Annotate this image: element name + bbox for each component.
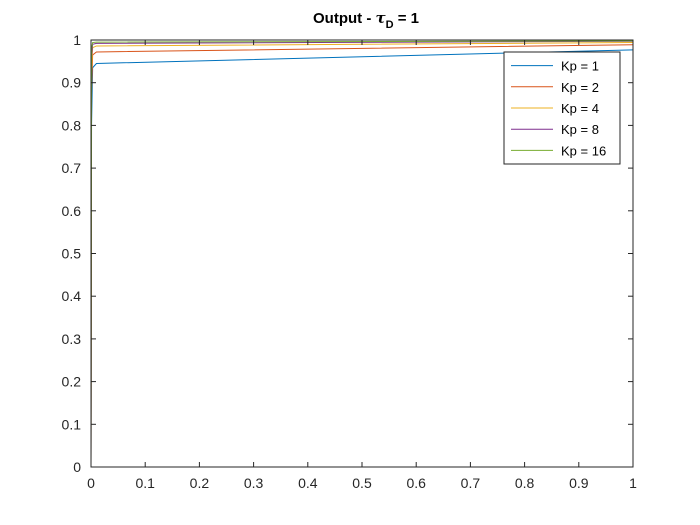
legend-entry: Kp = 4 <box>561 101 599 116</box>
y-tick-label: 0.5 <box>62 246 82 262</box>
x-tick-label: 0.2 <box>190 475 210 491</box>
chart-title-suffix: = 1 <box>394 10 419 27</box>
y-tick-label: 0.2 <box>62 374 82 390</box>
chart-title: Output - τD = 1 <box>313 9 419 31</box>
chart-title-symbol: τ <box>376 9 387 27</box>
legend-entry: Kp = 1 <box>561 59 599 74</box>
y-tick-label: 0.4 <box>62 288 82 304</box>
chart-title-subscript: D <box>386 19 394 31</box>
y-tick-label: 0.8 <box>62 117 82 133</box>
legend-entry: Kp = 8 <box>561 122 599 137</box>
x-tick-label: 1 <box>629 475 637 491</box>
axes-layer: 0 0.1 0.2 0.3 0.4 0.5 0.6 0.7 0.8 0.9 1 0 0.1 0.2 0.3 0… <box>62 32 638 491</box>
y-tick-label: 0.7 <box>62 160 82 176</box>
x-tick-label: 0.3 <box>244 475 264 491</box>
legend-entry: Kp = 16 <box>561 143 606 158</box>
x-tick-label: 0.4 <box>298 475 318 491</box>
x-tick-label: 0.8 <box>515 475 535 491</box>
legend: Kp = 1 Kp = 2 Kp = 4 Kp = 8 Kp = 16 <box>503 51 621 165</box>
x-tick-label: 0.7 <box>461 475 481 491</box>
y-tick-label: 0.6 <box>62 203 82 219</box>
y-tick-label: 0.3 <box>62 331 82 347</box>
legend-entry: Kp = 2 <box>561 80 599 95</box>
x-tick-label: 0.1 <box>135 475 155 491</box>
y-tick-label: 0.1 <box>62 416 82 432</box>
x-tick-label: 0 <box>87 475 95 491</box>
x-tick-label: 0.6 <box>406 475 426 491</box>
x-tick-label: 0.9 <box>569 475 589 491</box>
x-tick-label: 0.5 <box>352 475 372 491</box>
chart-title-prefix: Output - <box>313 10 375 27</box>
y-tick-label: 0.9 <box>62 75 82 91</box>
y-tick-label: 0 <box>73 459 81 475</box>
y-tick-label: 1 <box>73 32 81 48</box>
